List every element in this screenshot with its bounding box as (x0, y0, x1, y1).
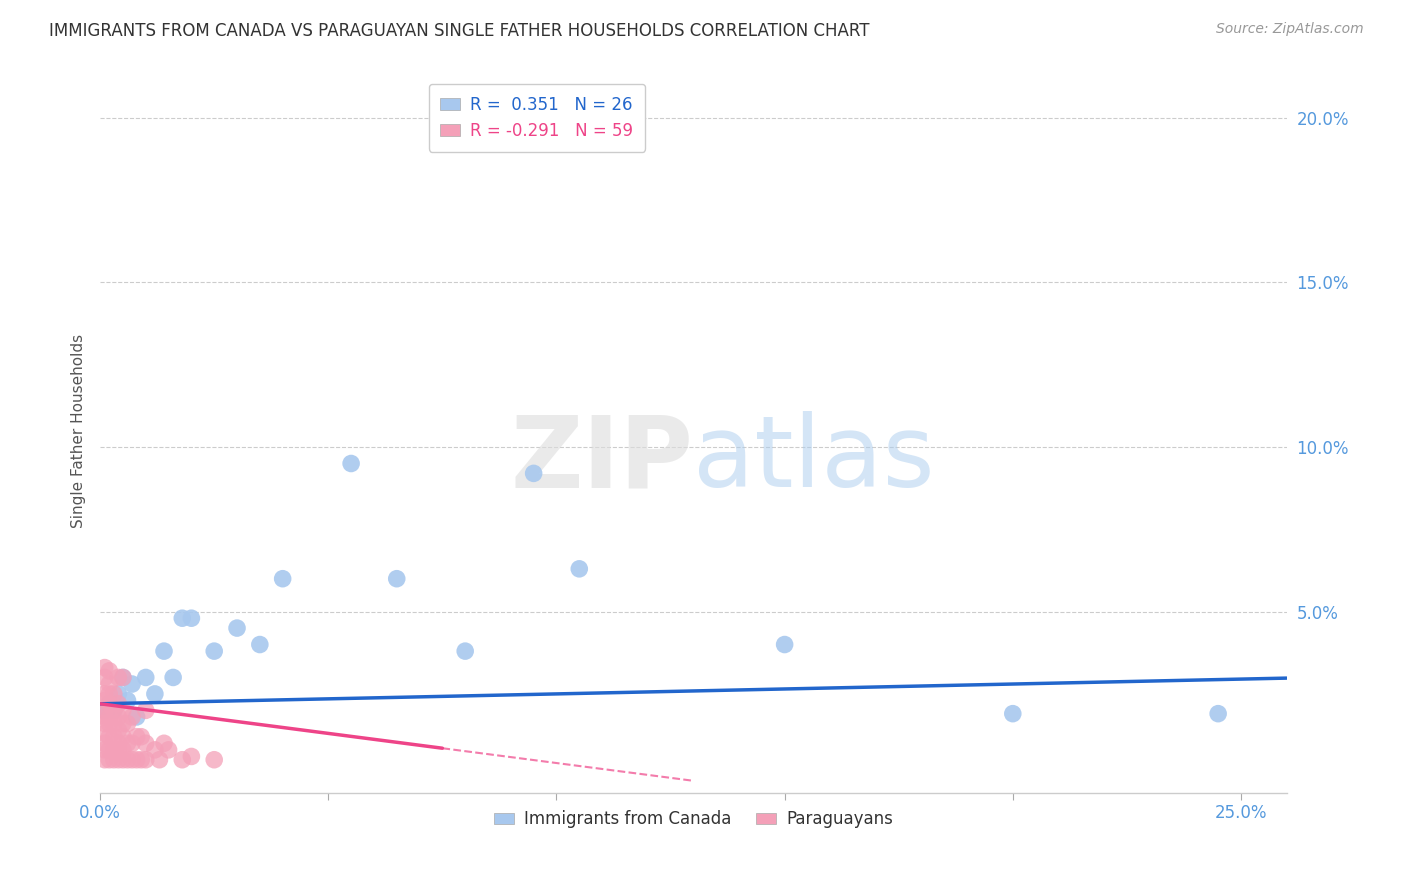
Text: atlas: atlas (693, 411, 935, 508)
Point (103, 716, 125, 731)
Point (93, 736, 115, 750)
Point (143, 687, 166, 701)
Point (180, 749, 202, 764)
Point (93, 753, 115, 767)
Point (135, 703, 157, 717)
Point (1206, 706, 1229, 721)
Point (98, 697, 121, 711)
Point (103, 703, 125, 717)
Point (107, 670, 129, 684)
Y-axis label: Single Father Households: Single Father Households (72, 334, 86, 528)
Text: Source: ZipAtlas.com: Source: ZipAtlas.com (1216, 22, 1364, 37)
Point (98, 753, 121, 767)
Point (93, 703, 115, 717)
Point (180, 611, 202, 625)
Point (117, 736, 139, 750)
Point (98, 664, 121, 678)
Point (107, 687, 129, 701)
Point (143, 743, 166, 757)
Point (135, 670, 157, 684)
Point (153, 644, 176, 658)
Point (135, 736, 157, 750)
Point (98, 743, 121, 757)
Point (107, 697, 129, 711)
Point (121, 736, 143, 750)
Point (103, 753, 125, 767)
Point (129, 730, 152, 744)
Point (117, 693, 139, 707)
Point (107, 736, 129, 750)
Point (340, 457, 363, 471)
Point (454, 644, 477, 658)
Point (93, 743, 115, 757)
Point (111, 716, 134, 731)
Point (111, 753, 134, 767)
Point (103, 687, 125, 701)
Point (117, 753, 139, 767)
Point (172, 611, 194, 625)
Point (121, 710, 143, 724)
Point (202, 644, 225, 658)
Text: IMMIGRANTS FROM CANADA VS PARAGUAYAN SINGLE FATHER HOUSEHOLDS CORRELATION CHART: IMMIGRANTS FROM CANADA VS PARAGUAYAN SIN… (49, 22, 870, 40)
Point (385, 572, 408, 586)
Point (121, 753, 143, 767)
Point (93, 703, 115, 717)
Point (125, 753, 148, 767)
Point (172, 753, 194, 767)
Point (107, 753, 129, 767)
Point (98, 697, 121, 711)
Point (125, 730, 148, 744)
Point (103, 743, 125, 757)
Point (98, 687, 121, 701)
Point (129, 753, 152, 767)
Point (98, 677, 121, 691)
Point (148, 753, 170, 767)
Point (111, 670, 134, 684)
Point (103, 730, 125, 744)
Point (121, 677, 143, 691)
Point (157, 743, 180, 757)
Point (568, 562, 591, 576)
Point (93, 660, 115, 674)
Text: ZIP: ZIP (510, 411, 693, 508)
Point (111, 670, 134, 684)
Point (103, 703, 125, 717)
Point (93, 693, 115, 707)
Point (98, 716, 121, 731)
Point (1001, 706, 1024, 721)
Point (111, 730, 134, 744)
Point (98, 730, 121, 744)
Point (107, 710, 129, 724)
Point (523, 467, 546, 481)
Point (93, 726, 115, 740)
Point (107, 723, 129, 738)
Point (135, 753, 157, 767)
Point (249, 638, 271, 652)
Point (93, 687, 115, 701)
Point (162, 670, 184, 684)
Point (93, 710, 115, 724)
Point (111, 743, 134, 757)
Point (111, 703, 134, 717)
Point (202, 753, 225, 767)
Point (226, 621, 249, 635)
Point (271, 572, 294, 586)
Point (93, 716, 115, 731)
Point (153, 736, 176, 750)
Point (107, 743, 129, 757)
Point (117, 716, 139, 731)
Point (125, 710, 148, 724)
Point (98, 710, 121, 724)
Legend: Immigrants from Canada, Paraguayans: Immigrants from Canada, Paraguayans (486, 804, 900, 835)
Point (773, 638, 796, 652)
Point (93, 670, 115, 684)
